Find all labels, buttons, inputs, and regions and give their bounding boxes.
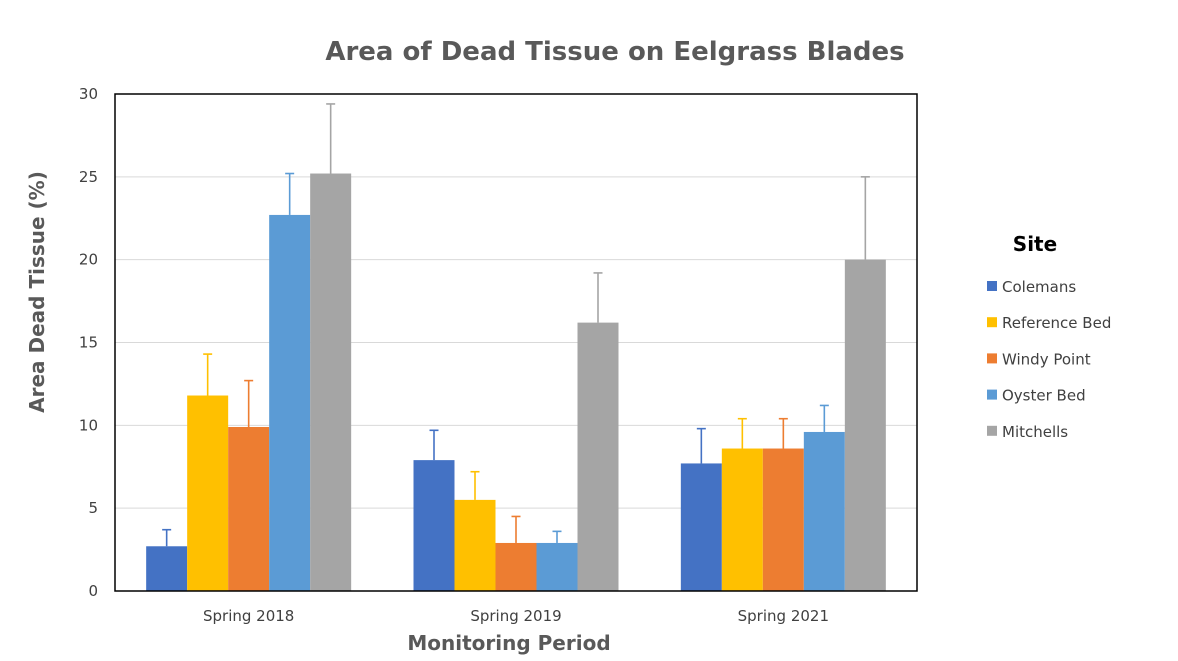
bar	[495, 542, 537, 591]
bar	[762, 448, 804, 591]
x-axis-ticks: Spring 2018 Spring 2019 Spring 2021	[203, 607, 829, 625]
legend-swatch	[987, 425, 997, 436]
bar	[228, 426, 270, 591]
y-tick-label: 20	[79, 251, 98, 269]
y-axis-ticks: 0 5 10 15 20 25 30	[79, 85, 98, 600]
chart-title: Area of Dead Tissue on Eelgrass Blades	[325, 37, 904, 67]
y-tick-label: 25	[79, 168, 98, 186]
y-tick-label: 30	[79, 85, 98, 103]
y-tick-label: 15	[79, 334, 98, 352]
legend-swatch	[987, 353, 997, 364]
bar	[269, 214, 311, 592]
legend-swatch	[987, 317, 997, 328]
error-bars	[162, 103, 870, 547]
plot-area-frame	[114, 93, 918, 592]
bar	[577, 322, 619, 591]
y-axis-title: Area Dead Tissue (%)	[25, 171, 49, 413]
legend-title: Site	[1013, 232, 1057, 256]
bar	[413, 460, 455, 591]
legend-label: Mitchells	[1002, 423, 1068, 441]
bar	[844, 259, 886, 591]
legend-label: Oyster Bed	[1002, 387, 1086, 405]
bar	[187, 395, 229, 591]
bar	[454, 499, 496, 591]
y-tick-label: 0	[88, 582, 98, 600]
x-tick-label: Spring 2021	[738, 607, 829, 625]
y-tick-label: 5	[88, 499, 98, 517]
legend-label: Windy Point	[1002, 350, 1091, 368]
bar	[536, 542, 578, 591]
x-axis-title: Monitoring Period	[407, 631, 610, 655]
bar	[146, 546, 188, 591]
legend-label: Reference Bed	[1002, 314, 1111, 332]
legend-swatch	[987, 281, 997, 291]
legend-swatch	[987, 389, 997, 400]
bar	[680, 463, 722, 591]
bar	[721, 448, 763, 591]
bar	[803, 431, 845, 591]
legend: Site Colemans Reference Bed Windy Point Oys…	[987, 232, 1111, 441]
y-tick-label: 10	[79, 416, 98, 434]
legend-label: Colemans	[1002, 278, 1076, 296]
bars	[146, 173, 886, 592]
x-tick-label: Spring 2019	[470, 607, 561, 625]
x-tick-label: Spring 2018	[203, 607, 294, 625]
bar	[310, 173, 352, 591]
